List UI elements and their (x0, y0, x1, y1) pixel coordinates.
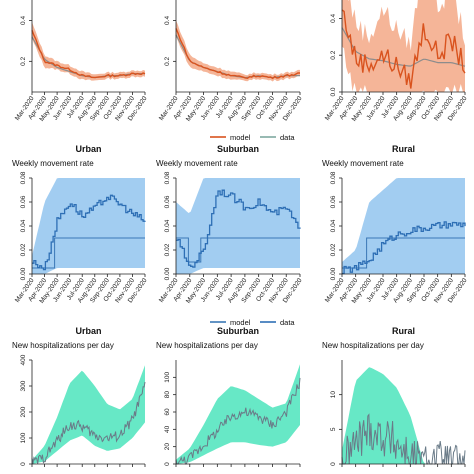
data-step-line (176, 189, 301, 268)
legend-row1: model data (210, 133, 295, 142)
legend-label: data (280, 318, 295, 327)
y-tick-label: 0.2 (164, 56, 171, 65)
panel-subtitle: New hospitalizations per day (322, 341, 424, 350)
panel-subtitle: Weekly movement rate (156, 159, 238, 168)
y-tick-label: 100 (164, 372, 171, 383)
data-line (341, 27, 466, 67)
y-tick-label: 0.04 (330, 219, 337, 232)
y-tick-label: 0.0 (330, 87, 337, 96)
panel-subtitle: New hospitalizations per day (12, 341, 114, 350)
model-band (342, 178, 465, 274)
y-tick-label: 0.04 (20, 219, 27, 232)
model-band (32, 22, 145, 81)
y-tick-label: 80 (164, 391, 171, 399)
y-tick-label: 0.08 (164, 171, 171, 184)
data-step-line (342, 221, 466, 275)
model-line (175, 28, 300, 80)
y-tick-label: 5 (330, 427, 337, 431)
y-tick-label: 0 (330, 462, 337, 466)
y-tick-label: 0.04 (164, 219, 171, 232)
y-tick-label: 0.02 (330, 243, 337, 256)
y-tick-label: 20 (164, 443, 171, 451)
y-tick-label: 0.02 (20, 243, 27, 256)
y-tick-label: 200 (20, 406, 27, 417)
y-tick-label: 0 (164, 462, 171, 466)
y-tick-label: 10 (330, 391, 337, 399)
panel-title: Suburban (217, 144, 259, 154)
model-line (31, 29, 146, 79)
panel-title: Urban (75, 326, 101, 336)
panel-row2-rural: Rural Weekly movement rate 0.00 0.02 0.04 0.0… (322, 144, 469, 305)
y-tick-label: 0.00 (330, 267, 337, 280)
legend-label: data (280, 133, 295, 142)
y-tick-label: 0.02 (164, 243, 171, 256)
y-tick-label: 0.2 (20, 56, 27, 65)
y-tick-label: 400 (20, 354, 27, 365)
panel-title: Suburban (217, 326, 259, 336)
panel-subtitle: Weekly movement rate (322, 159, 404, 168)
panel-row3-suburban: Suburban New hospitalizations per day 0 20 4… (156, 326, 301, 467)
legend-label: model (230, 318, 251, 327)
model-line (341, 9, 466, 89)
panel-row1-rural: 0.00.20.4Mar-2020Apr-2020May-2020Jun-202… (324, 0, 469, 123)
panel-row1-urban: 0.20.4Mar-2020Apr-2020May-2020Jun-2020Ju… (14, 0, 149, 123)
model-band (342, 0, 465, 92)
panel-title: Rural (392, 144, 415, 154)
model-step-line (342, 237, 465, 269)
legend-label: model (230, 133, 251, 142)
panel-row1-suburban: 0.20.4Mar-2020Apr-2020May-2020Jun-2020Ju… (158, 0, 304, 123)
panel-subtitle: New hospitalizations per day (156, 341, 258, 350)
model-band (176, 20, 300, 82)
y-tick-label: 0.4 (330, 14, 337, 23)
panel-title: Rural (392, 326, 415, 336)
model-band (176, 178, 300, 274)
y-tick-label: 0.06 (330, 195, 337, 208)
y-tick-label: 300 (20, 380, 27, 391)
panel-subtitle: Weekly movement rate (12, 159, 94, 168)
panel-row2-suburban: Suburban Weekly movement rate 0.00 0.02 0.04… (156, 144, 304, 305)
model-band (342, 367, 465, 464)
model-band (176, 364, 300, 464)
y-tick-label: 0.06 (20, 195, 27, 208)
model-band (32, 365, 145, 464)
y-tick-label: 0.08 (330, 171, 337, 184)
data-line (31, 36, 145, 79)
y-tick-label: 0.4 (20, 16, 27, 25)
data-step-line (32, 194, 146, 271)
data-line (175, 34, 300, 79)
y-tick-label: 40 (164, 425, 171, 433)
panel-row2-urban: Urban Weekly movement rate 0.00 0.02 0.04 0.0… (12, 144, 149, 305)
y-tick-label: 0.00 (20, 267, 27, 280)
panel-row3-rural: Rural New hospitalizations per day 0 5 10 (322, 326, 466, 467)
y-tick-label: 0.06 (164, 195, 171, 208)
panel-row3-urban: Urban New hospitalizations per day 0 100 200… (12, 326, 146, 467)
panel-title: Urban (75, 144, 101, 154)
model-step-line (32, 237, 145, 269)
y-tick-label: 0.2 (330, 50, 337, 59)
data-line (341, 413, 466, 465)
y-tick-label: 60 (164, 408, 171, 416)
data-line (31, 381, 146, 465)
y-tick-label: 0.4 (164, 16, 171, 25)
data-line (175, 377, 301, 465)
y-tick-label: 0.00 (164, 267, 171, 280)
y-tick-label: 0 (20, 462, 27, 466)
y-tick-label: 100 (20, 432, 27, 443)
legend-row2: model data (210, 318, 295, 327)
y-tick-label: 0.08 (20, 171, 27, 184)
